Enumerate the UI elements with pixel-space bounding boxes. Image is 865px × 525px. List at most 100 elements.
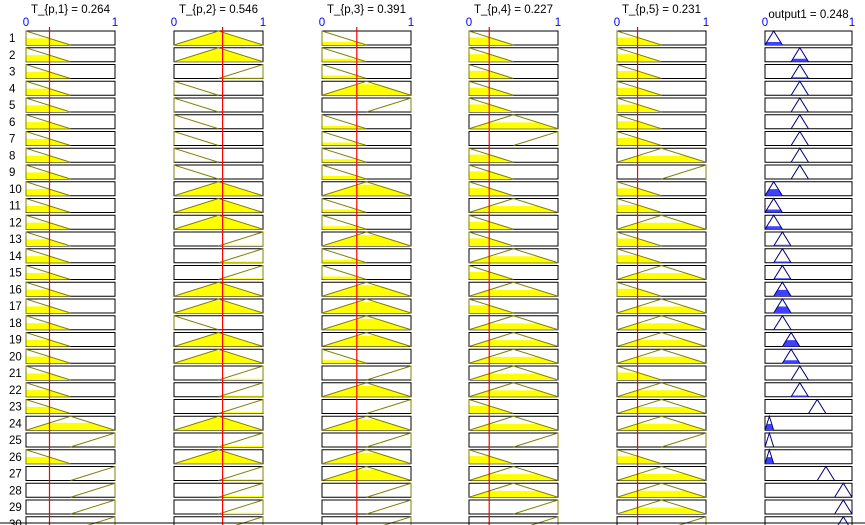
rule-number: 12 xyxy=(9,217,22,229)
output-mf-curve xyxy=(816,465,836,481)
mf-curve xyxy=(468,97,514,113)
mf-curve xyxy=(616,130,662,146)
mf-curve xyxy=(70,432,116,448)
mf-fill xyxy=(617,104,662,112)
output-mf-fill xyxy=(765,189,783,196)
mf-curve xyxy=(468,315,559,331)
mf-curve xyxy=(173,197,264,213)
mf-curve xyxy=(173,449,264,465)
rule-number: 4 xyxy=(9,83,16,95)
output-mf-curve xyxy=(790,63,809,79)
mf-fill xyxy=(322,41,367,45)
output-mf-fill xyxy=(791,77,809,79)
mf-fill xyxy=(322,175,367,179)
output-mf-curve xyxy=(781,331,801,347)
mf-fill xyxy=(469,238,514,246)
input-title: T_{p,3} = 0.391 xyxy=(327,4,406,16)
axis-tick-min: 0 xyxy=(171,17,177,29)
output-mf-fill xyxy=(773,289,792,297)
mf-curve xyxy=(661,164,707,180)
output-mf-fill xyxy=(782,340,800,347)
mf-curve xyxy=(616,315,707,331)
mf-fill xyxy=(469,490,558,498)
rule-number: 27 xyxy=(9,469,22,481)
mf-curve xyxy=(468,482,559,498)
output-mf-fill xyxy=(773,261,792,263)
output-mf-box xyxy=(764,499,853,515)
mf-curve xyxy=(25,197,71,213)
mf-curve xyxy=(25,63,71,79)
rule-number: 9 xyxy=(9,167,15,179)
output-mf-curve xyxy=(764,30,783,46)
mf-curve xyxy=(25,348,71,364)
mf-fill xyxy=(617,238,662,246)
mf-fill xyxy=(322,259,367,263)
mf-fill xyxy=(469,271,514,280)
mf-curve xyxy=(321,130,367,146)
mf-fill xyxy=(26,138,71,146)
mf-fill xyxy=(617,222,706,230)
mf-fill xyxy=(469,188,514,196)
mf-curve xyxy=(321,465,412,481)
mf-curve xyxy=(218,231,264,247)
mf-curve xyxy=(321,449,412,465)
mf-curve xyxy=(468,164,514,180)
mf-curve xyxy=(468,214,514,230)
mf-curve xyxy=(25,264,71,280)
mf-fill xyxy=(617,288,662,297)
mf-curve xyxy=(173,97,219,113)
mf-box xyxy=(173,164,264,180)
output-mf-fill xyxy=(782,360,800,364)
mf-box xyxy=(173,466,264,481)
mf-fill xyxy=(322,75,367,79)
mf-curve xyxy=(25,231,71,247)
input-title: T_{p,5} = 0.231 xyxy=(622,4,701,16)
mf-curve xyxy=(173,181,264,197)
mf-curve xyxy=(616,47,662,63)
mf-fill xyxy=(174,350,263,364)
mf-curve xyxy=(321,80,412,96)
axis-tick-max: 1 xyxy=(849,17,855,29)
axis-tick-min: 0 xyxy=(762,17,768,29)
mf-curve xyxy=(468,382,559,398)
output-mf-curve xyxy=(764,180,783,197)
mf-fill xyxy=(469,289,558,297)
rule-number: 29 xyxy=(9,502,22,514)
output-mf-curve xyxy=(764,414,775,431)
output-mf-box xyxy=(764,164,853,180)
mf-curve xyxy=(366,482,412,498)
mf-box xyxy=(25,499,116,515)
rule-number: 17 xyxy=(9,301,22,313)
mf-fill xyxy=(469,373,558,380)
mf-curve xyxy=(235,516,264,525)
axis-tick-min: 0 xyxy=(319,17,325,29)
mf-curve xyxy=(321,248,367,264)
axis-tick-max: 1 xyxy=(112,17,118,29)
mf-curve xyxy=(616,264,707,280)
mf-box xyxy=(25,482,116,498)
mf-fill xyxy=(174,333,263,347)
mf-curve xyxy=(321,114,367,130)
output-mf-box xyxy=(764,231,853,247)
mf-curve xyxy=(321,231,412,247)
mf-box xyxy=(173,382,264,398)
mf-fill xyxy=(617,356,706,364)
mf-fill xyxy=(26,256,71,263)
axis-tick-max: 1 xyxy=(260,17,266,29)
mf-fill xyxy=(26,222,71,230)
mf-curve xyxy=(468,415,559,431)
output-mf-box xyxy=(764,315,853,331)
mf-fill xyxy=(617,204,662,213)
mf-fill xyxy=(218,378,263,380)
mf-curve xyxy=(468,398,514,414)
mf-fill xyxy=(218,479,263,481)
output-mf-fill xyxy=(765,209,783,213)
output-mf-curve xyxy=(764,448,775,464)
mf-fill xyxy=(617,456,662,464)
output-mf-fill xyxy=(773,306,792,313)
mf-curve xyxy=(87,516,116,525)
mf-curve xyxy=(218,264,264,280)
output-mf-curve xyxy=(790,164,809,180)
mf-curve xyxy=(616,482,707,498)
mf-box xyxy=(468,432,559,448)
